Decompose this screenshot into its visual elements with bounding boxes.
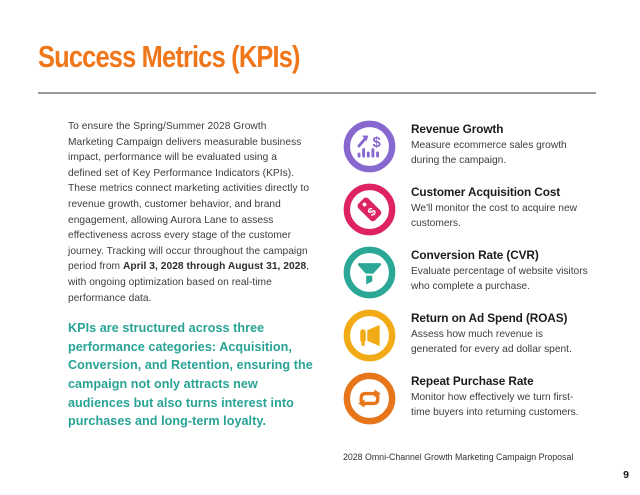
kpi-title: Customer Acquisition Cost: [411, 185, 561, 199]
intro-paragraph-part2: , with ongoing optimization based on rea…: [68, 261, 310, 304]
intro-column: To ensure the Spring/Summer 2028 Growth …: [68, 119, 313, 431]
kpi-description: Evaluate percentage of website visitors …: [411, 266, 588, 293]
dollar-sign-glyph: $: [373, 135, 382, 151]
campaign-date-range: April 3, 2028 through August 31, 2028: [122, 261, 307, 273]
kpi-text-revenue-growth: Revenue Growth Measure ecommerce sales g…: [411, 120, 591, 173]
kpi-text-repeat-purchase-rate: Repeat Purchase Rate Monitor how effecti…: [411, 372, 591, 425]
kpi-title: Revenue Growth: [411, 122, 504, 136]
kpi-description: Measure ecommerce sales growth during th…: [411, 140, 567, 167]
kpi-description: We'll monitor the cost to acquire new cu…: [411, 203, 577, 230]
growth-chart-dollar-icon: $: [343, 120, 396, 173]
repeat-arrows-icon: [343, 372, 396, 425]
page-title: Success Metrics (KPIs): [38, 39, 301, 74]
intro-paragraph-part1: To ensure the Spring/Summer 2028 Growth …: [68, 121, 310, 273]
kpi-description: Monitor how effectively we turn first-ti…: [411, 392, 579, 419]
kpi-text-conversion-rate: Conversion Rate (CVR) Evaluate percentag…: [411, 246, 591, 299]
kpi-text-customer-acquisition-cost: Customer Acquisition Cost We'll monitor …: [411, 183, 591, 236]
kpi-list: $ Revenue Growth Measure ecommerce sales…: [343, 120, 605, 435]
kpi-title: Return on Ad Spend (ROAS): [411, 311, 568, 325]
kpi-item-customer-acquisition-cost: $ Customer Acquisition Cost We'll monito…: [343, 183, 605, 236]
footer-proposal-label: 2028 Omni-Channel Growth Marketing Campa…: [343, 452, 574, 462]
kpi-title: Conversion Rate (CVR): [411, 248, 539, 262]
megaphone-icon: [343, 309, 396, 362]
kpi-item-repeat-purchase-rate: Repeat Purchase Rate Monitor how effecti…: [343, 372, 605, 425]
kpi-description: Assess how much revenue is generated for…: [411, 329, 572, 356]
kpi-categories-highlight: KPIs are structured across three perform…: [68, 321, 313, 429]
price-tag-icon: $: [343, 183, 396, 236]
intro-paragraph: To ensure the Spring/Summer 2028 Growth …: [68, 119, 313, 306]
page-number: 9: [623, 469, 629, 481]
funnel-icon: [343, 246, 396, 299]
kpi-item-revenue-growth: $ Revenue Growth Measure ecommerce sales…: [343, 120, 605, 173]
kpi-title: Repeat Purchase Rate: [411, 374, 534, 388]
kpi-item-return-on-ad-spend: Return on Ad Spend (ROAS) Assess how muc…: [343, 309, 605, 362]
kpi-text-return-on-ad-spend: Return on Ad Spend (ROAS) Assess how muc…: [411, 309, 591, 362]
kpi-item-conversion-rate: Conversion Rate (CVR) Evaluate percentag…: [343, 246, 605, 299]
title-divider-line: [38, 92, 596, 94]
